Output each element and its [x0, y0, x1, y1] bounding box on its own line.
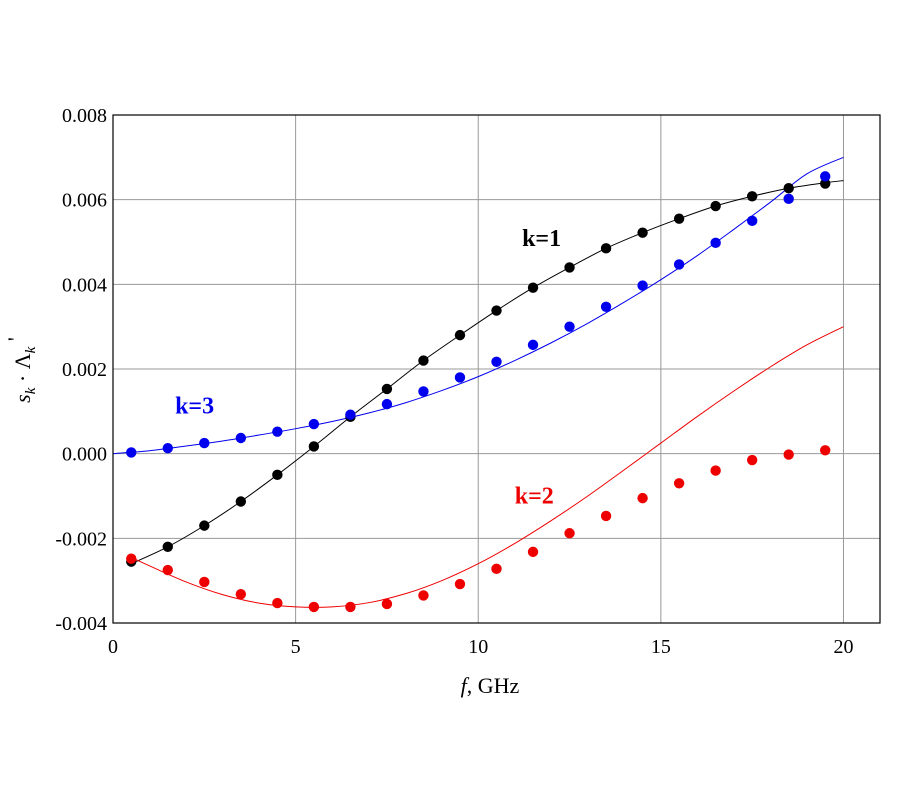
point-k3 [637, 280, 648, 291]
point-k3 [381, 398, 393, 410]
series-label-k1: k=1 [522, 226, 561, 252]
x-tick-label: 20 [833, 636, 853, 658]
point-k2 [783, 449, 794, 460]
point-k3 [564, 321, 575, 332]
x-axis-label-unit: , GHz [467, 673, 520, 698]
point-k1 [272, 469, 283, 481]
point-k1 [673, 213, 685, 224]
point-k2 [381, 598, 393, 610]
point-k3 [600, 301, 612, 312]
point-k3 [783, 193, 794, 205]
series-labels: k=1 k=3 k=2 [175, 226, 561, 509]
x-axis-label: f, GHz [461, 673, 520, 698]
point-k2 [126, 553, 137, 564]
point-k1 [783, 183, 794, 194]
point-k3 [820, 171, 831, 182]
point-k3 [746, 215, 758, 227]
curve-k2 [131, 326, 844, 608]
y-axis-label: sk · Λk ' [3, 337, 39, 403]
point-k3 [199, 437, 210, 449]
point-k1 [199, 520, 210, 531]
y-label-dot: · [10, 369, 35, 387]
x-axis-label-variable: f [461, 673, 470, 698]
y-tick-label: 0.002 [62, 359, 107, 381]
point-k3 [272, 426, 283, 437]
y-label-prime: ' [3, 337, 28, 347]
point-k3 [418, 386, 429, 397]
point-k2 [454, 578, 466, 590]
point-k1 [162, 541, 173, 552]
point-k3 [710, 237, 721, 249]
point-k3 [308, 418, 320, 430]
point-k2 [272, 597, 283, 609]
point-k3 [235, 432, 247, 444]
point-k2 [673, 478, 685, 489]
point-k2 [527, 546, 539, 558]
y-label-s: s [10, 394, 35, 403]
point-k1 [637, 227, 648, 238]
curve-k3 [112, 156, 844, 455]
point-k2 [308, 601, 320, 613]
point-k1 [418, 355, 429, 366]
point-k2 [746, 454, 758, 466]
point-k1 [381, 383, 393, 395]
tick-labels: 0 5 10 15 20 -0.004 -0.002 0.000 0.002 0.004 0.006… [55, 105, 853, 658]
point-k2 [199, 576, 210, 588]
point-k3 [162, 442, 173, 454]
point-k2 [345, 601, 356, 613]
point-k3 [491, 356, 502, 368]
y-label-lambda: Λ [10, 353, 35, 369]
point-k2 [235, 589, 247, 600]
data-points [126, 171, 831, 613]
point-k1 [491, 305, 502, 316]
series-label-k2: k=2 [515, 484, 554, 510]
point-k1 [710, 200, 721, 212]
point-k1 [235, 496, 247, 507]
y-tick-label: -0.002 [55, 528, 107, 550]
point-k1 [454, 329, 466, 341]
y-label-sub1: k [23, 387, 39, 394]
point-k3 [126, 447, 137, 458]
point-k3 [673, 259, 685, 270]
point-k2 [162, 564, 173, 576]
y-label-sub2: k [23, 346, 39, 353]
point-k2 [820, 445, 831, 456]
point-k2 [491, 563, 502, 575]
x-tick-label: 15 [651, 636, 671, 658]
plot-frame [112, 114, 881, 624]
point-k2 [418, 590, 429, 601]
point-k2 [564, 528, 575, 539]
point-k3 [527, 339, 539, 351]
point-k1 [527, 282, 539, 293]
point-k1 [308, 441, 320, 452]
point-k1 [600, 243, 612, 254]
point-k3 [454, 372, 466, 383]
point-k1 [746, 191, 758, 202]
y-tick-label: 0.000 [62, 444, 107, 466]
y-tick-label: 0.008 [62, 105, 107, 127]
series-label-k3: k=3 [175, 393, 214, 419]
x-tick-label: 10 [468, 636, 488, 658]
y-tick-label: -0.004 [55, 613, 107, 635]
point-k1 [820, 178, 831, 189]
point-k2 [710, 465, 721, 476]
point-k2 [600, 510, 612, 522]
point-k3 [345, 409, 356, 420]
x-tick-label: 0 [108, 636, 118, 658]
x-tick-label: 5 [291, 636, 301, 658]
y-tick-label: 0.006 [62, 190, 107, 212]
curve-k1 [131, 180, 844, 565]
point-k1 [564, 262, 575, 273]
point-k2 [637, 492, 648, 504]
y-tick-label: 0.004 [62, 274, 107, 296]
